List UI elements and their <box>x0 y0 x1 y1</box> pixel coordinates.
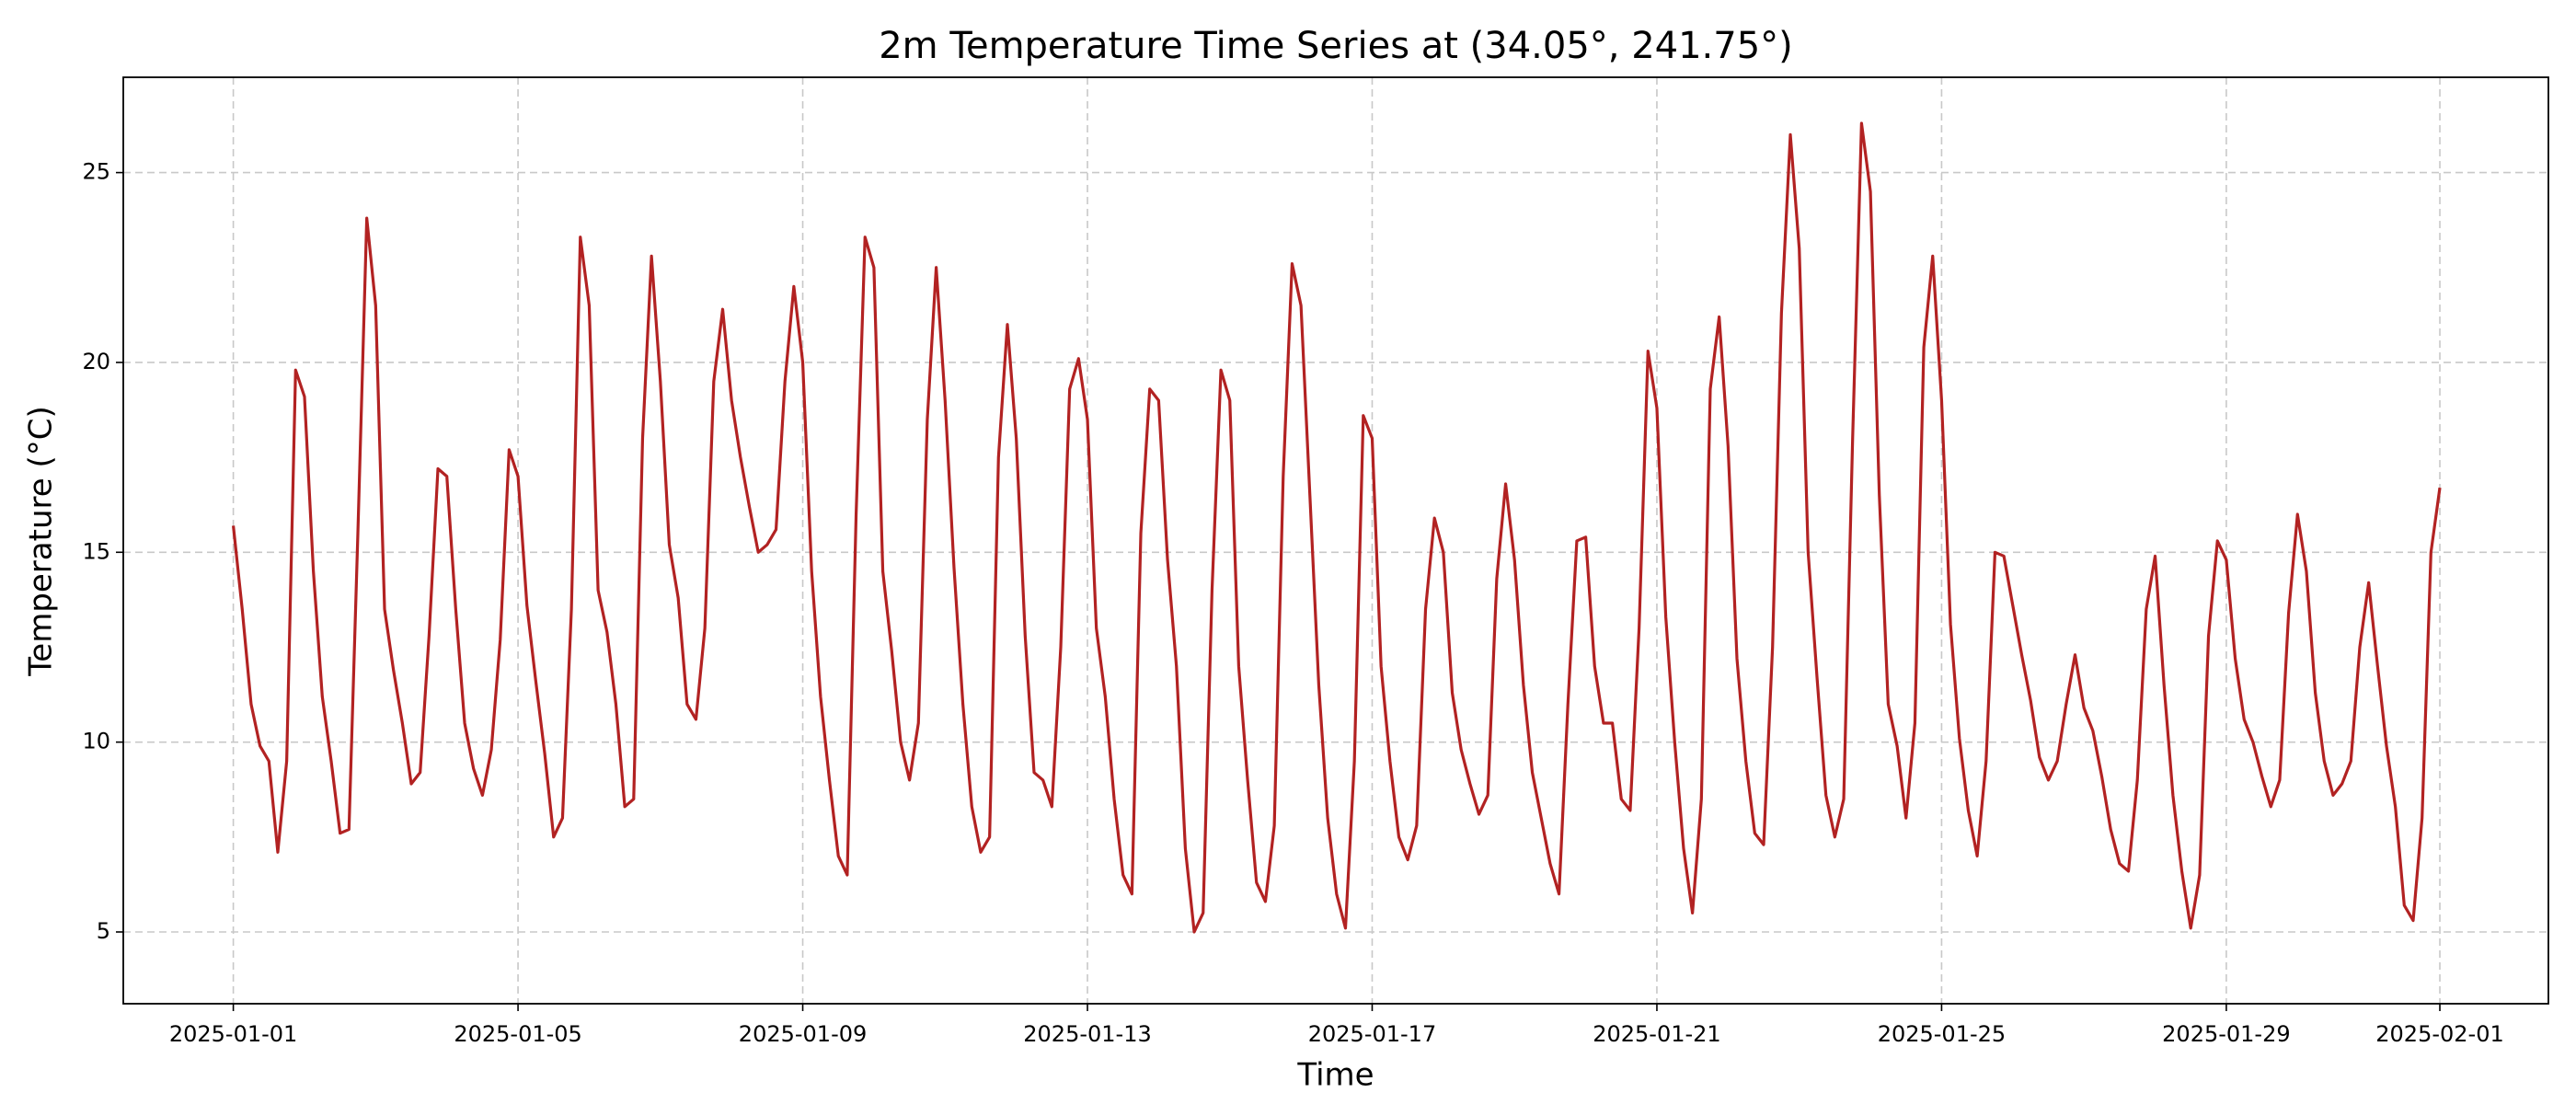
chart-title: 2m Temperature Time Series at (34.05°, 2… <box>879 25 1793 67</box>
x-tick-label: 2025-01-25 <box>1878 1021 2006 1047</box>
x-tick-label: 2025-02-01 <box>2375 1021 2503 1047</box>
plot-frame <box>122 76 2549 1005</box>
x-tick-label: 2025-01-13 <box>1023 1021 1151 1047</box>
x-tick-label: 2025-01-09 <box>739 1021 867 1047</box>
x-tick-label: 2025-01-17 <box>1308 1021 1436 1047</box>
x-tick-label: 2025-01-21 <box>1593 1021 1720 1047</box>
y-tick-label: 25 <box>82 159 110 185</box>
x-tick-label: 2025-01-05 <box>454 1021 581 1047</box>
y-tick-label: 10 <box>82 729 110 754</box>
x-axis-label: Time <box>1296 1057 1374 1094</box>
y-axis-label: Temperature (°C) <box>23 406 60 676</box>
y-tick-label: 5 <box>97 918 110 944</box>
temperature-line <box>232 121 2442 934</box>
y-tick-label: 20 <box>82 349 110 374</box>
x-tick-label: 2025-01-29 <box>2162 1021 2290 1047</box>
y-tick-label: 15 <box>82 538 110 564</box>
x-tick-label: 2025-01-01 <box>169 1021 297 1047</box>
